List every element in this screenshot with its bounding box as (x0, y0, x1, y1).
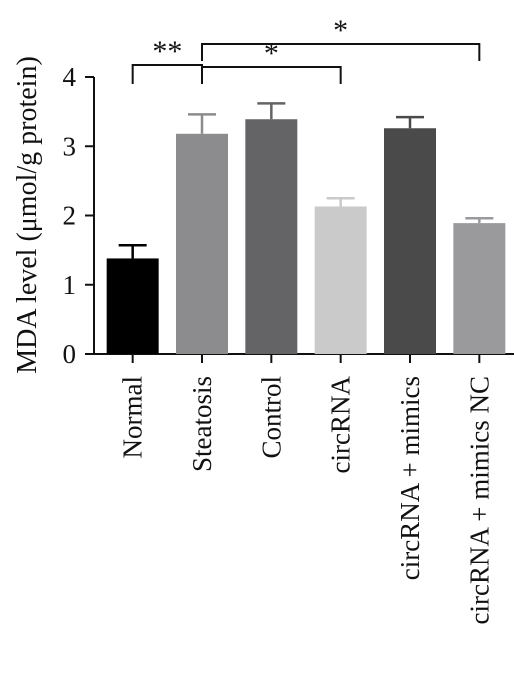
y-tick-label: 0 (63, 339, 77, 369)
error-bar (465, 217, 494, 224)
bar (106, 258, 159, 354)
significance-label: * (264, 37, 279, 70)
error-bar (118, 244, 147, 259)
error-bar (188, 113, 216, 134)
y-axis-label: MDA level (μmol/g protein) (12, 56, 43, 374)
x-axis (94, 353, 514, 363)
bar (453, 223, 506, 354)
error-bars (118, 102, 494, 259)
error-bar (326, 196, 355, 207)
significance-label: ** (152, 35, 182, 68)
y-axis-label-group: MDA level (μmol/g protein) (12, 56, 43, 374)
bracket-line (201, 66, 342, 84)
x-category-label: Control (256, 376, 286, 459)
bracket-line (201, 43, 481, 61)
bar (314, 206, 367, 354)
x-category-label: circRNA + mimics (395, 376, 425, 580)
y-axis: 0 1 2 3 4 (63, 62, 95, 369)
bar (384, 128, 436, 354)
y-tick-label: 1 (63, 270, 77, 300)
error-bar (257, 102, 286, 120)
x-category-label: Steatosis (187, 376, 217, 472)
bars (106, 119, 506, 355)
significance-bracket: ** (131, 35, 203, 84)
x-category-label: Normal (118, 376, 148, 458)
x-category-label: circRNA + mimics NC (464, 376, 494, 624)
significance-bracket: * (201, 14, 481, 61)
bar (245, 119, 298, 355)
bar (176, 133, 228, 354)
category-labels: Normal Steatosis Control circRNA circRNA + m… (118, 376, 495, 625)
y-tick-label: 4 (63, 62, 77, 92)
error-bar (396, 115, 424, 129)
significance-brackets: ** ** (131, 14, 481, 84)
significance-label: * (333, 14, 348, 47)
y-tick-label: 3 (63, 131, 77, 161)
significance-bracket: * (201, 37, 342, 84)
x-category-label: circRNA (326, 376, 356, 474)
y-tick-label: 2 (63, 201, 77, 231)
